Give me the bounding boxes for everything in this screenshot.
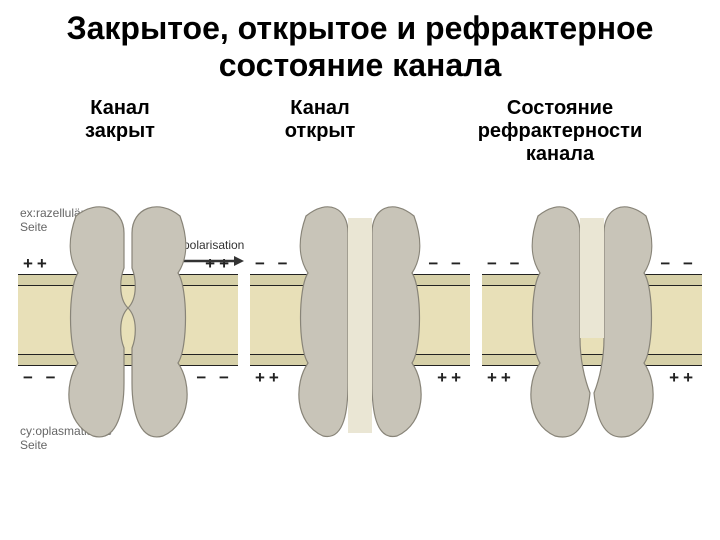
channel-refractory-icon xyxy=(522,198,662,448)
panel-open: − − − − ++ ++ xyxy=(250,176,470,501)
diagram-row: ex:razelluläreSeite cy:oplasmatischeSeit… xyxy=(0,176,720,501)
panel-closed: ex:razelluläreSeite cy:oplasmatischeSeit… xyxy=(18,176,238,501)
subtitle-row: Каналзакрыт Каналоткрыт Состояниерефракт… xyxy=(0,89,720,166)
channel-open-icon xyxy=(290,198,430,448)
channel-closed-icon xyxy=(58,198,198,448)
subtitle-closed: Каналзакрыт xyxy=(20,97,220,166)
subtitle-refractory: Состояниерефрактерностиканала xyxy=(420,97,700,166)
panel-refractory: − − − − ++ ++ xyxy=(482,176,702,501)
main-title: Закрытое, открытое и рефрактерное состоя… xyxy=(0,0,720,89)
subtitle-open: Каналоткрыт xyxy=(220,97,420,166)
